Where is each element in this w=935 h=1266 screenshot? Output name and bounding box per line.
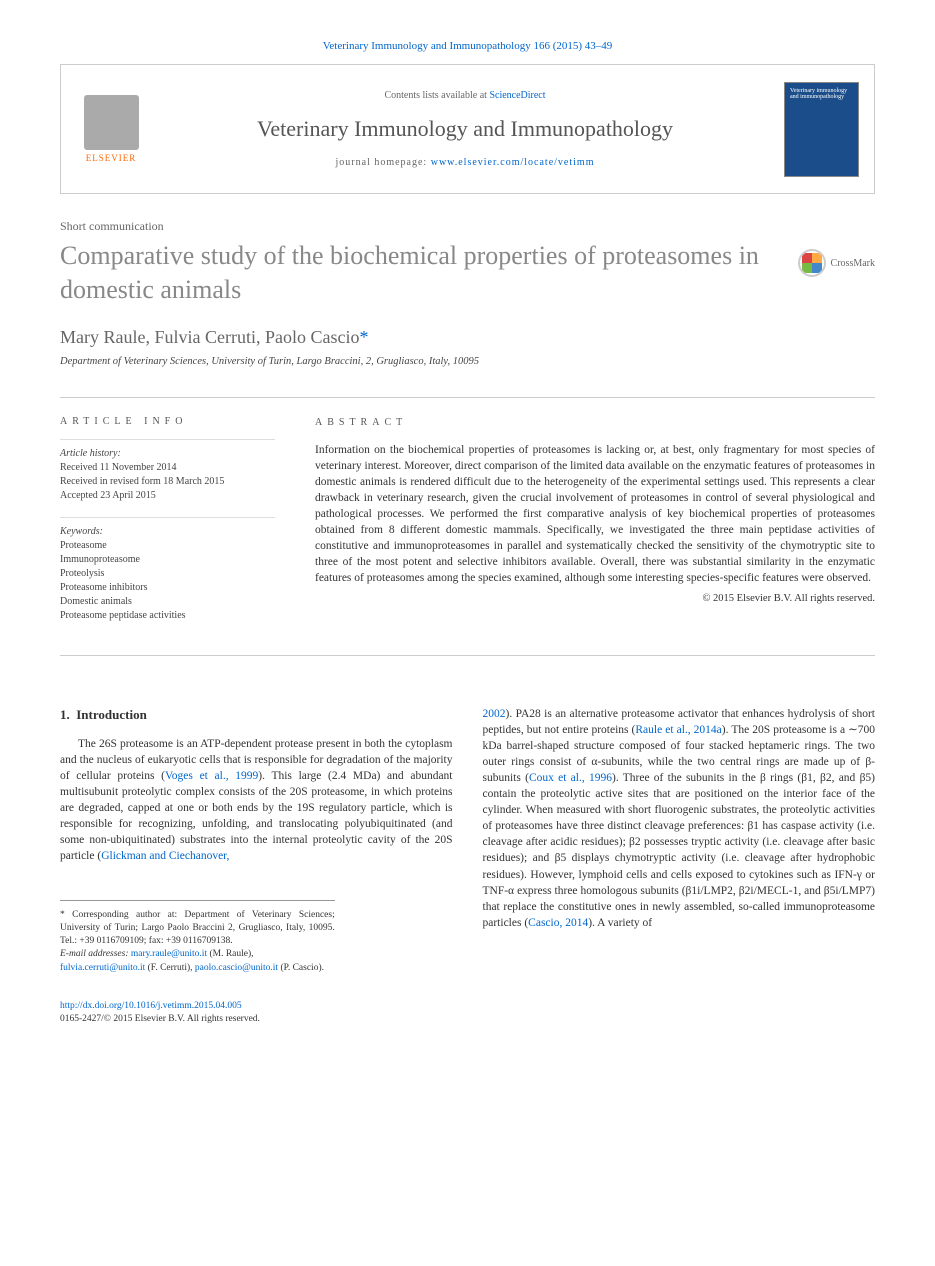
email-name: (M. Raule), [209, 949, 253, 959]
email-link[interactable]: paolo.cascio@unito.it [195, 963, 278, 973]
citation-link[interactable]: Glickman and Ciechanover, [101, 850, 229, 862]
homepage-link[interactable]: www.elsevier.com/locate/vetimm [431, 157, 595, 168]
doi-link[interactable]: http://dx.doi.org/10.1016/j.vetimm.2015.… [60, 1000, 453, 1013]
citation-link[interactable]: Raule et al., 2014a [635, 724, 721, 736]
doi-block: http://dx.doi.org/10.1016/j.vetimm.2015.… [60, 1000, 453, 1027]
keyword: Domestic animals [60, 595, 275, 609]
article-type: Short communication [60, 219, 875, 234]
corresponding-mark: * [359, 327, 368, 347]
sciencedirect-link[interactable]: ScienceDirect [489, 90, 545, 101]
abstract-heading: ABSTRACT [315, 416, 875, 430]
history-line: Received 11 November 2014 [60, 461, 275, 475]
section-title: Introduction [76, 707, 147, 722]
crossmark-label: CrossMark [831, 258, 875, 269]
elsevier-label: ELSEVIER [86, 153, 137, 163]
citation-link[interactable]: Cascio, 2014 [528, 917, 588, 929]
title-row: Comparative study of the biochemical pro… [60, 239, 875, 307]
affiliation: Department of Veterinary Sciences, Unive… [60, 356, 875, 367]
article-title: Comparative study of the biochemical pro… [60, 239, 778, 307]
history-line: Accepted 23 April 2015 [60, 489, 275, 503]
citation-link[interactable]: Coux et al., 1996 [529, 772, 612, 784]
body-paragraph: The 26S proteasome is an ATP-dependent p… [60, 736, 453, 865]
header-center: Contents lists available at ScienceDirec… [146, 90, 784, 168]
keyword: Proteolysis [60, 567, 275, 581]
left-column: 1. Introduction The 26S proteasome is an… [60, 706, 453, 1027]
homepage-prefix: journal homepage: [336, 157, 431, 168]
homepage-line: journal homepage: www.elsevier.com/locat… [161, 157, 769, 168]
email-link[interactable]: fulvia.cerruti@unito.it [60, 963, 145, 973]
abstract: ABSTRACT Information on the biochemical … [315, 416, 875, 637]
history-line: Received in revised form 18 March 2015 [60, 475, 275, 489]
keywords-block: Keywords: Proteasome Immunoproteasome Pr… [60, 517, 275, 623]
history-block: Article history: Received 11 November 20… [60, 439, 275, 503]
contents-prefix: Contents lists available at [384, 90, 489, 101]
email-name: (F. Cerruti), [148, 963, 193, 973]
article-info: ARTICLE INFO Article history: Received 1… [60, 416, 275, 637]
keywords-title: Keywords: [60, 526, 275, 537]
elsevier-tree-icon [84, 95, 139, 150]
elsevier-logo: ELSEVIER [76, 95, 146, 163]
keyword: Proteasome [60, 539, 275, 553]
section-heading: 1. Introduction [60, 706, 453, 724]
issn-copyright: 0165-2427/© 2015 Elsevier B.V. All right… [60, 1013, 453, 1026]
journal-name: Veterinary Immunology and Immunopatholog… [161, 116, 769, 142]
email-line: E-mail addresses: mary.raule@unito.it (M… [60, 948, 335, 975]
abstract-text: Information on the biochemical propertie… [315, 442, 875, 587]
keyword: Proteasome peptidase activities [60, 609, 275, 623]
crossmark-badge[interactable]: CrossMark [798, 249, 875, 277]
corresponding-author: * Corresponding author at: Department of… [60, 909, 335, 949]
section-number: 1. [60, 707, 70, 722]
footnote-block: * Corresponding author at: Department of… [60, 900, 335, 975]
journal-header: ELSEVIER Contents lists available at Sci… [60, 64, 875, 194]
keyword: Immunoproteasome [60, 553, 275, 567]
journal-cover-thumbnail: Veterinary immunology and immunopatholog… [784, 82, 859, 177]
citation-link[interactable]: 2002 [483, 708, 506, 720]
keyword: Proteasome inhibitors [60, 581, 275, 595]
authors: Mary Raule, Fulvia Cerruti, Paolo Cascio… [60, 327, 875, 348]
crossmark-icon [798, 249, 826, 277]
body-paragraph: 2002). PA28 is an alternative proteasome… [483, 706, 876, 931]
history-title: Article history: [60, 448, 275, 459]
contents-line: Contents lists available at ScienceDirec… [161, 90, 769, 101]
info-abstract-block: ARTICLE INFO Article history: Received 1… [60, 397, 875, 656]
email-name: (P. Cascio). [280, 963, 324, 973]
info-heading: ARTICLE INFO [60, 416, 275, 427]
right-column: 2002). PA28 is an alternative proteasome… [483, 706, 876, 1027]
author-list: Mary Raule, Fulvia Cerruti, Paolo Cascio [60, 327, 359, 347]
abstract-copyright: © 2015 Elsevier B.V. All rights reserved… [315, 592, 875, 607]
citation-link[interactable]: Voges et al., 1999 [165, 770, 258, 782]
citation-line: Veterinary Immunology and Immunopatholog… [60, 40, 875, 52]
email-label: E-mail addresses: [60, 949, 129, 959]
body-text: 1. Introduction The 26S proteasome is an… [60, 706, 875, 1027]
email-link[interactable]: mary.raule@unito.it [131, 949, 207, 959]
